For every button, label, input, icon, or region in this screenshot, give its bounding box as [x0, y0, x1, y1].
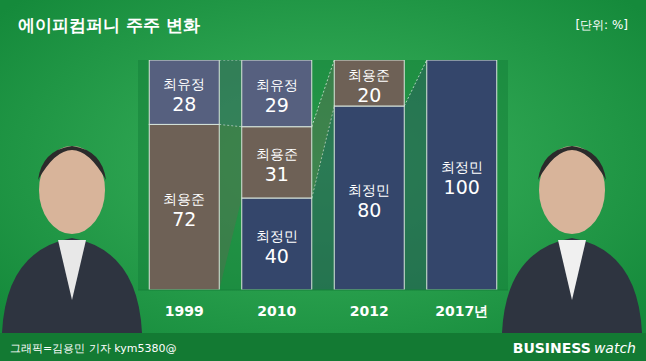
bar-segment — [427, 60, 497, 290]
segment-name: 최정민 — [348, 182, 390, 198]
portrait-head — [39, 146, 105, 234]
segment-name: 최용준 — [163, 191, 205, 207]
x-tick-label: 2010 — [257, 303, 296, 319]
bar-segment — [242, 60, 312, 127]
connector-line — [312, 60, 335, 127]
connector — [219, 124, 242, 290]
marks — [149, 60, 497, 290]
logo-part: BUSINESS — [513, 340, 591, 356]
x-tick-label: 1999 — [165, 303, 204, 319]
data-labels: 최정민40최정민80최정민100최용준72최용준31최용준20최유정28최유정2… — [163, 67, 483, 267]
data-label: 100 — [444, 176, 480, 198]
background — [0, 0, 646, 361]
portrait — [2, 146, 142, 333]
x-axis-line — [138, 290, 508, 291]
portrait-shirt — [58, 240, 86, 300]
x-tick-label: 2012 — [350, 303, 389, 319]
footer-band — [0, 333, 646, 361]
connector — [312, 60, 335, 198]
data-label: 29 — [265, 94, 289, 116]
data-label: 40 — [265, 245, 289, 267]
segment-name: 최정민 — [256, 228, 298, 244]
chart: 에이피컴퍼니 주주 변화 [단위: %] 그래픽=김용민 기자 kym5380@ BU… — [0, 0, 646, 361]
segment-name: 최정민 — [441, 159, 483, 175]
portrait-body — [502, 238, 642, 333]
connector — [219, 60, 242, 127]
bar-segment — [242, 198, 312, 290]
data-label: 28 — [172, 93, 196, 115]
chart-root: 에이피컴퍼니 주주 변화 [단위: %] 그래픽=김용민 기자 kym5380@ BU… — [0, 0, 646, 361]
connector — [404, 60, 427, 290]
x-tick-label: 2017년 — [435, 303, 488, 319]
portrait-hair — [38, 146, 106, 180]
bar-segment — [242, 127, 312, 198]
data-label: 72 — [172, 208, 196, 230]
logo-part: watch — [594, 340, 636, 356]
connector-line — [404, 60, 427, 106]
connector-line — [219, 60, 242, 61]
portrait-shirt — [558, 240, 586, 300]
title: 에이피컴퍼니 주주 변화 — [18, 15, 200, 35]
data-label: 80 — [357, 199, 381, 221]
bar-segment — [149, 60, 219, 124]
segment-name: 최용준 — [256, 146, 298, 162]
subtitle: [단위: %] — [575, 18, 628, 32]
portrait-hair — [538, 146, 606, 180]
portrait-body — [2, 238, 142, 333]
data-label: 20 — [357, 84, 381, 106]
credit: 그래픽=김용민 기자 kym5380@ — [10, 342, 176, 355]
bar-segment — [334, 60, 404, 106]
portrait-head — [539, 146, 605, 234]
data-label: 31 — [265, 163, 289, 185]
segment-name: 최유정 — [163, 76, 205, 92]
bar-segment — [149, 124, 219, 290]
bar-segment — [334, 106, 404, 290]
segment-name: 최유정 — [256, 77, 298, 93]
plot-area — [138, 60, 508, 290]
logo: BUSINESSwatch — [513, 340, 636, 356]
segment-name: 최용준 — [348, 67, 390, 83]
portrait — [502, 146, 642, 333]
